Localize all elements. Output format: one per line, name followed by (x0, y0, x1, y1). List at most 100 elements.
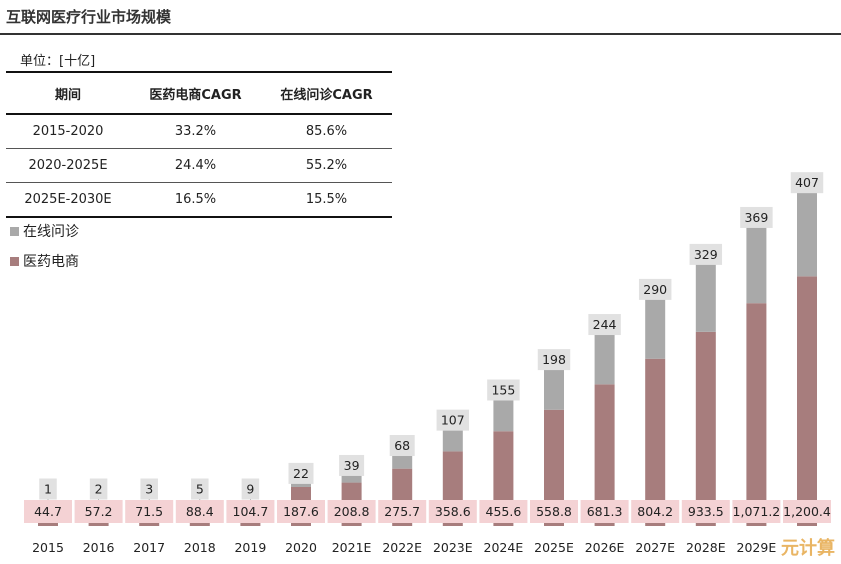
table-cell-period: 2015-2020 (6, 114, 131, 149)
label-box-pharma-ecommerce (74, 500, 123, 523)
bar-online-consult (544, 368, 564, 410)
label-box-online-consult (436, 409, 470, 431)
x-tick-label: 2023E (433, 540, 473, 555)
table-cell-consult: 55.2% (261, 148, 392, 183)
x-tick-label: 2021E (332, 540, 372, 555)
data-label-pharma-ecommerce: 187.6 (283, 504, 319, 519)
data-label-online-consult: 22 (293, 466, 309, 481)
bar-online-consult (746, 226, 767, 304)
legend-swatch-pharma-ecommerce (10, 256, 19, 266)
label-box-online-consult (191, 478, 209, 500)
table-header-period: 期间 (6, 71, 131, 115)
label-box-pharma-ecommerce (681, 500, 730, 523)
x-tick-label: 2024E (484, 540, 524, 555)
data-label-pharma-ecommerce: 44.7 (34, 504, 62, 519)
label-box-online-consult (241, 478, 260, 500)
title-divider (0, 33, 841, 35)
data-label-pharma-ecommerce: 358.6 (435, 504, 471, 519)
table-cell-consult: 15.5% (261, 182, 392, 218)
bar-pharma-ecommerce (746, 303, 767, 526)
label-box-pharma-ecommerce (226, 500, 275, 523)
table-row: 2025E-2030E 16.5% 15.5% (6, 182, 392, 218)
label-box-pharma-ecommerce (175, 500, 224, 523)
label-box-pharma-ecommerce (631, 500, 680, 523)
bar-online-consult (442, 429, 463, 452)
legend-swatch-online-consult (10, 226, 19, 236)
data-label-pharma-ecommerce: 681.3 (587, 504, 623, 519)
data-label-online-consult: 68 (394, 438, 410, 453)
bar-online-consult (797, 191, 817, 277)
label-box-online-consult (588, 314, 621, 336)
bar-online-consult (493, 398, 514, 432)
x-tick-label: 2026E (585, 540, 625, 555)
legend-item-pharma-ecommerce: 医药电商 (10, 251, 79, 271)
x-tick-label: 2025E (534, 540, 574, 555)
label-box-pharma-ecommerce (428, 500, 477, 523)
legend-label-pharma-ecommerce: 医药电商 (23, 254, 79, 270)
label-box-online-consult (638, 278, 672, 300)
bar-online-consult (392, 454, 413, 469)
label-box-online-consult (140, 478, 158, 500)
label-box-pharma-ecommerce (125, 500, 174, 523)
x-tick-label: 2016 (83, 540, 115, 555)
data-label-pharma-ecommerce: 1,071.2 (733, 504, 781, 519)
data-label-pharma-ecommerce: 804.2 (637, 504, 673, 519)
label-box-online-consult (389, 435, 415, 457)
label-box-online-consult (487, 379, 520, 401)
data-label-online-consult: 3 (145, 482, 153, 497)
data-label-online-consult: 369 (744, 210, 768, 225)
data-label-online-consult: 39 (344, 458, 360, 473)
table-cell-pharma: 33.2% (130, 114, 261, 149)
data-label-online-consult: 5 (196, 482, 204, 497)
data-label-pharma-ecommerce: 57.2 (85, 504, 113, 519)
table-header-consult-cagr: 在线问诊CAGR (261, 71, 392, 115)
label-box-online-consult (689, 243, 723, 265)
data-label-pharma-ecommerce: 1,200.4 (783, 504, 831, 519)
table-cell-pharma: 16.5% (130, 182, 261, 218)
table-row: 2015-2020 33.2% 85.6% (6, 114, 392, 149)
bar-pharma-ecommerce (645, 358, 666, 526)
data-label-pharma-ecommerce: 88.4 (186, 504, 214, 519)
unit-label: 单位：[十亿] (20, 54, 96, 69)
label-box-pharma-ecommerce (24, 500, 72, 523)
data-label-pharma-ecommerce: 558.8 (536, 504, 572, 519)
data-label-online-consult: 329 (694, 247, 718, 262)
x-tick-label: 2029E (737, 540, 777, 555)
data-label-online-consult: 244 (593, 317, 617, 332)
data-label-pharma-ecommerce: 933.5 (688, 504, 724, 519)
x-tick-label: 2028E (686, 540, 726, 555)
data-label-online-consult: 1 (44, 482, 52, 497)
table-header-row: 期间 医药电商CAGR 在线问诊CAGR (6, 71, 392, 115)
x-tick-label: 2017 (133, 540, 165, 555)
bar-online-consult (645, 298, 666, 359)
label-box-pharma-ecommerce (580, 500, 629, 523)
label-box-pharma-ecommerce (530, 500, 578, 523)
x-tick-label: 2019 (234, 540, 266, 555)
watermark-text: 元计算 (781, 538, 835, 559)
label-box-online-consult (790, 172, 824, 194)
x-tick-label: 2027E (635, 540, 675, 555)
label-box-pharma-ecommerce (378, 500, 427, 523)
data-label-online-consult: 407 (795, 175, 819, 190)
data-label-pharma-ecommerce: 275.7 (384, 504, 420, 519)
label-box-online-consult (537, 349, 571, 371)
label-box-online-consult (89, 478, 108, 500)
label-box-pharma-ecommerce (277, 500, 325, 523)
label-box-online-consult (39, 478, 57, 500)
table-row: 2020-2025E 24.4% 55.2% (6, 148, 392, 183)
data-label-online-consult: 2 (95, 482, 103, 497)
data-label-pharma-ecommerce: 455.6 (486, 504, 522, 519)
table-cell-period: 2020-2025E (6, 148, 131, 183)
label-box-online-consult (740, 206, 773, 228)
table-cell-pharma: 24.4% (130, 148, 261, 183)
table-header-pharma-cagr: 医药电商CAGR (130, 71, 261, 115)
label-box-pharma-ecommerce (479, 500, 528, 523)
bar-online-consult (291, 482, 311, 487)
data-label-pharma-ecommerce: 208.8 (334, 504, 370, 519)
bar-pharma-ecommerce (594, 384, 615, 526)
data-label-online-consult: 155 (491, 382, 515, 397)
legend-item-online-consult: 在线问诊 (10, 221, 79, 241)
data-label-online-consult: 107 (441, 413, 465, 428)
data-label-online-consult: 290 (643, 282, 667, 297)
x-tick-label: 2022E (382, 540, 422, 555)
